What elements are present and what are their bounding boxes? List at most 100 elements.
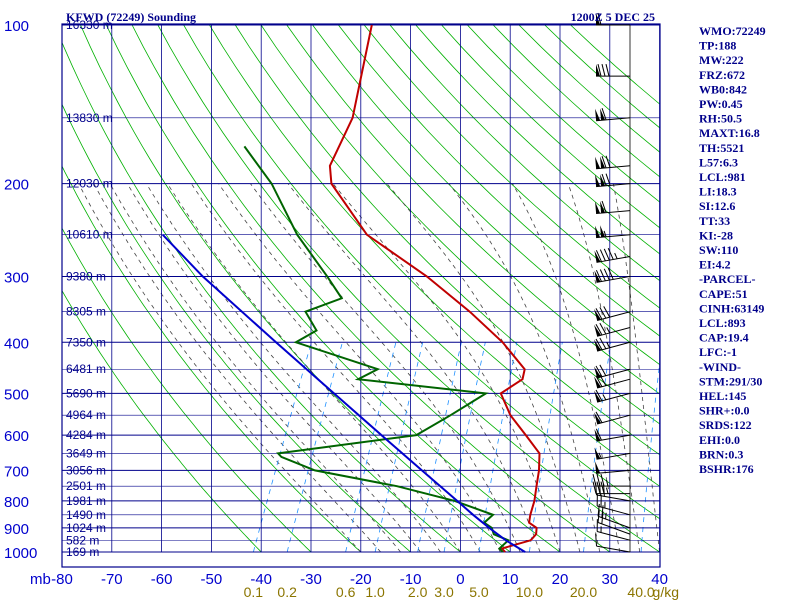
wind-barb-full bbox=[601, 108, 607, 121]
pressure-tick-label: 100 bbox=[4, 18, 29, 35]
wind-barb-flag bbox=[600, 156, 606, 169]
height-label: 12030 m bbox=[66, 177, 113, 191]
mixing-ratio-label: 1.0 bbox=[365, 584, 385, 600]
index-item: HEL:145 bbox=[699, 389, 746, 403]
wind-barb-full bbox=[596, 481, 601, 494]
pressure-tick-label: 800 bbox=[4, 494, 29, 511]
temperature-tick-label: 40 bbox=[651, 571, 668, 588]
wind-barb-half bbox=[606, 327, 611, 334]
temperature-profile bbox=[328, 25, 541, 553]
dry-adiabat bbox=[62, 289, 262, 553]
index-item: TP:188 bbox=[699, 39, 736, 53]
mixing-ratio-label: 2.0 bbox=[408, 584, 428, 600]
wind-barb-staff bbox=[596, 452, 631, 460]
wind-barb-flag bbox=[595, 201, 601, 214]
wind-barb-flag bbox=[596, 13, 600, 25]
wind-barb-half bbox=[606, 487, 609, 494]
wind-barb-full bbox=[599, 269, 606, 281]
height-label: 7350 m bbox=[66, 335, 106, 349]
temperature-tick-label: -40 bbox=[250, 571, 272, 588]
pressure-tick-label: 200 bbox=[4, 177, 29, 194]
mixing-ratio-label: 0.2 bbox=[277, 584, 297, 600]
wind-barb-flag bbox=[595, 156, 601, 169]
moist-adiabat bbox=[332, 183, 561, 553]
wind-barb-full bbox=[595, 389, 603, 402]
wind-barb-flag bbox=[594, 412, 602, 424]
wind-barb-flag bbox=[600, 174, 606, 187]
wind-barb-full bbox=[601, 156, 607, 169]
wind-barb-full bbox=[607, 247, 614, 260]
wind-barb-full bbox=[595, 269, 602, 282]
moist-adiabat bbox=[287, 183, 541, 553]
pressure-tick-label: 1000 bbox=[4, 545, 37, 562]
moist-adiabat bbox=[567, 183, 641, 553]
dry-adiabat bbox=[183, 25, 660, 520]
index-item: SI:12.6 bbox=[699, 199, 735, 213]
wind-barb-full bbox=[605, 63, 610, 77]
wind-barb-flag bbox=[595, 174, 601, 187]
wind-barb bbox=[596, 12, 630, 26]
wind-barb bbox=[595, 155, 631, 170]
wind-barb bbox=[594, 364, 631, 379]
wind-barb-full bbox=[595, 338, 603, 351]
wind-barb-full bbox=[605, 155, 611, 168]
index-item: SHR+:0.0 bbox=[699, 404, 750, 418]
wind-barb-full bbox=[592, 481, 597, 494]
index-item: L57:6.3 bbox=[699, 155, 738, 169]
dry-adiabat bbox=[544, 25, 660, 129]
height-label: 3056 m bbox=[66, 463, 106, 477]
index-item: WB0:842 bbox=[699, 82, 747, 96]
wind-barb-half bbox=[602, 394, 607, 401]
temperature-tick-label: 0 bbox=[456, 571, 464, 588]
wind-barb bbox=[592, 481, 630, 495]
index-item: EHI:0.0 bbox=[699, 433, 740, 447]
index-item: LI:18.3 bbox=[699, 185, 737, 199]
wind-barb-full bbox=[599, 337, 607, 349]
wind-barb-flag bbox=[594, 250, 601, 263]
moist-adiabat bbox=[109, 183, 401, 553]
wind-barb-full bbox=[601, 63, 606, 77]
mixing-ratio-line bbox=[374, 342, 424, 553]
wind-barb-full bbox=[601, 200, 607, 213]
height-label: 4964 m bbox=[66, 408, 106, 422]
wind-barb-flag bbox=[594, 339, 602, 352]
wind-barb bbox=[594, 306, 631, 322]
wind-barb-full bbox=[592, 474, 597, 487]
height-label: 5690 m bbox=[66, 386, 106, 400]
mixing-ratio-line bbox=[417, 342, 462, 553]
moist-adiabat bbox=[512, 183, 621, 553]
wind-barb-full bbox=[599, 307, 607, 319]
wind-barb-full bbox=[595, 375, 603, 387]
wind-barb-staff bbox=[597, 392, 631, 403]
wind-barb bbox=[594, 247, 631, 263]
pressure-tick-label: 300 bbox=[4, 269, 29, 286]
index-item: CINH:63149 bbox=[699, 301, 764, 315]
wind-barb-half bbox=[614, 252, 618, 259]
index-item: CAP:19.4 bbox=[699, 331, 749, 345]
index-item: LCL:981 bbox=[699, 170, 746, 184]
wind-barb-full bbox=[600, 481, 605, 494]
wind-barb-full bbox=[605, 173, 611, 186]
index-item: RH:50.5 bbox=[699, 112, 742, 126]
mixing-ratio-label: 3.0 bbox=[434, 584, 454, 600]
mixing-ratio-label: 5.0 bbox=[469, 584, 489, 600]
wind-barb-full bbox=[603, 268, 610, 281]
parcel-profile bbox=[161, 234, 526, 553]
wind-barb bbox=[595, 108, 631, 122]
index-item: MW:222 bbox=[699, 53, 744, 67]
moist-adiabat bbox=[93, 183, 381, 553]
temperature-tick-label: 10 bbox=[502, 571, 519, 588]
wind-barb-flag bbox=[600, 108, 606, 121]
wind-barb-full bbox=[597, 12, 602, 26]
temperature-tick-label: 20 bbox=[552, 571, 569, 588]
wind-barb bbox=[594, 428, 631, 442]
wind-barb-flag bbox=[600, 225, 606, 238]
wind-barb-half bbox=[606, 342, 611, 348]
mixing-ratio-unit: g/kg bbox=[653, 584, 679, 600]
moist-adiabat bbox=[613, 183, 660, 553]
dry-adiabat bbox=[62, 41, 461, 553]
pressure-tick-label: 900 bbox=[4, 521, 29, 538]
dry-adiabat bbox=[80, 25, 511, 553]
